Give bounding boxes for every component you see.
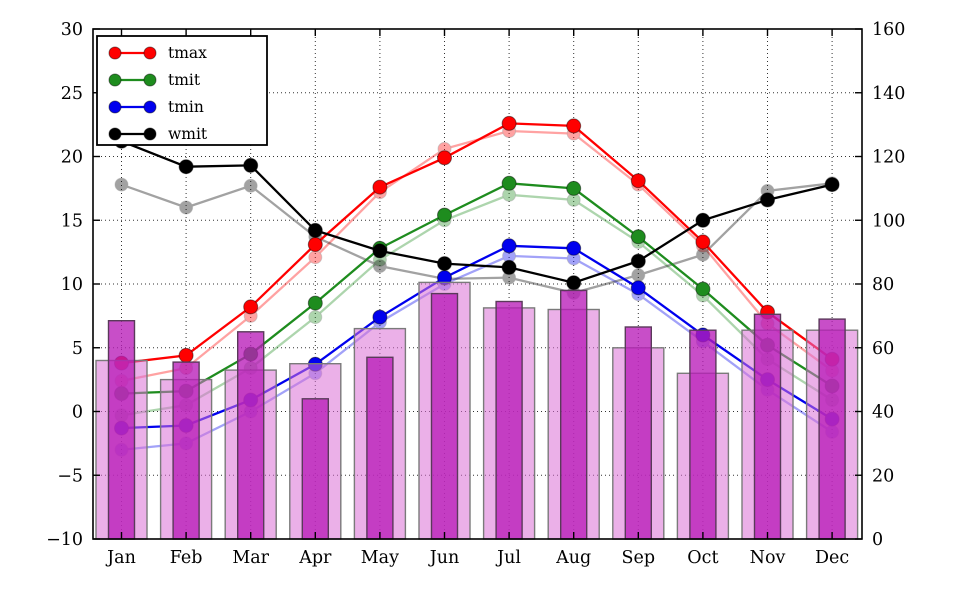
nied_narrow_dark-bars bbox=[107, 289, 846, 540]
bar bbox=[689, 329, 717, 540]
bar bbox=[624, 326, 652, 540]
svg-text:−10: −10 bbox=[46, 530, 83, 550]
svg-text:25: 25 bbox=[61, 84, 83, 104]
svg-text:Jul: Jul bbox=[495, 548, 521, 568]
bar bbox=[301, 398, 329, 540]
svg-text:Apr: Apr bbox=[298, 548, 332, 568]
svg-text:40: 40 bbox=[872, 403, 894, 423]
bar bbox=[818, 318, 846, 540]
svg-text:tmax: tmax bbox=[168, 44, 207, 62]
bar bbox=[366, 356, 394, 540]
bar bbox=[495, 300, 523, 540]
svg-text:Mar: Mar bbox=[232, 548, 269, 568]
svg-text:May: May bbox=[361, 548, 399, 568]
bar bbox=[753, 313, 782, 540]
svg-text:160: 160 bbox=[872, 20, 905, 40]
legend: tmax tmit tmin wmit bbox=[96, 35, 268, 146]
svg-text:30: 30 bbox=[61, 20, 83, 40]
svg-text:wmit: wmit bbox=[168, 125, 208, 143]
legend-entry-tmit: tmit bbox=[108, 71, 201, 89]
svg-text:Aug: Aug bbox=[555, 548, 591, 568]
svg-text:120: 120 bbox=[872, 148, 905, 168]
svg-text:−5: −5 bbox=[57, 466, 83, 486]
svg-text:140: 140 bbox=[872, 84, 905, 104]
svg-text:Jan: Jan bbox=[105, 548, 136, 568]
svg-text:20: 20 bbox=[61, 148, 83, 168]
svg-text:10: 10 bbox=[61, 275, 83, 295]
bar bbox=[172, 361, 200, 540]
svg-text:tmin: tmin bbox=[168, 98, 204, 116]
bar bbox=[107, 320, 136, 540]
svg-text:60: 60 bbox=[872, 339, 894, 359]
svg-text:Oct: Oct bbox=[687, 548, 718, 568]
legend-entry-tmax: tmax bbox=[108, 44, 207, 62]
svg-text:15: 15 bbox=[61, 211, 83, 231]
svg-text:80: 80 bbox=[872, 275, 894, 295]
bar bbox=[236, 331, 265, 540]
svg-text:tmit: tmit bbox=[168, 71, 201, 89]
svg-text:Dec: Dec bbox=[815, 548, 849, 568]
legend-entry-wmit: wmit bbox=[108, 125, 208, 143]
svg-text:Sep: Sep bbox=[622, 548, 656, 568]
svg-text:Jun: Jun bbox=[428, 548, 460, 568]
svg-text:0: 0 bbox=[72, 403, 83, 423]
bar bbox=[430, 292, 459, 540]
svg-text:20: 20 bbox=[872, 466, 894, 486]
bar bbox=[560, 289, 588, 540]
wmit-line bbox=[114, 133, 840, 291]
svg-text:0: 0 bbox=[872, 530, 883, 550]
svg-text:5: 5 bbox=[72, 339, 83, 359]
legend-entry-tmin: tmin bbox=[108, 98, 204, 116]
svg-text:Feb: Feb bbox=[170, 548, 203, 568]
svg-text:Nov: Nov bbox=[750, 548, 786, 568]
tick-labels: −10 −5 0 5 10 15 20 25 30 0 20 40 60 80 100 120 140 160 Ja… bbox=[46, 20, 905, 568]
svg-text:100: 100 bbox=[872, 211, 905, 231]
